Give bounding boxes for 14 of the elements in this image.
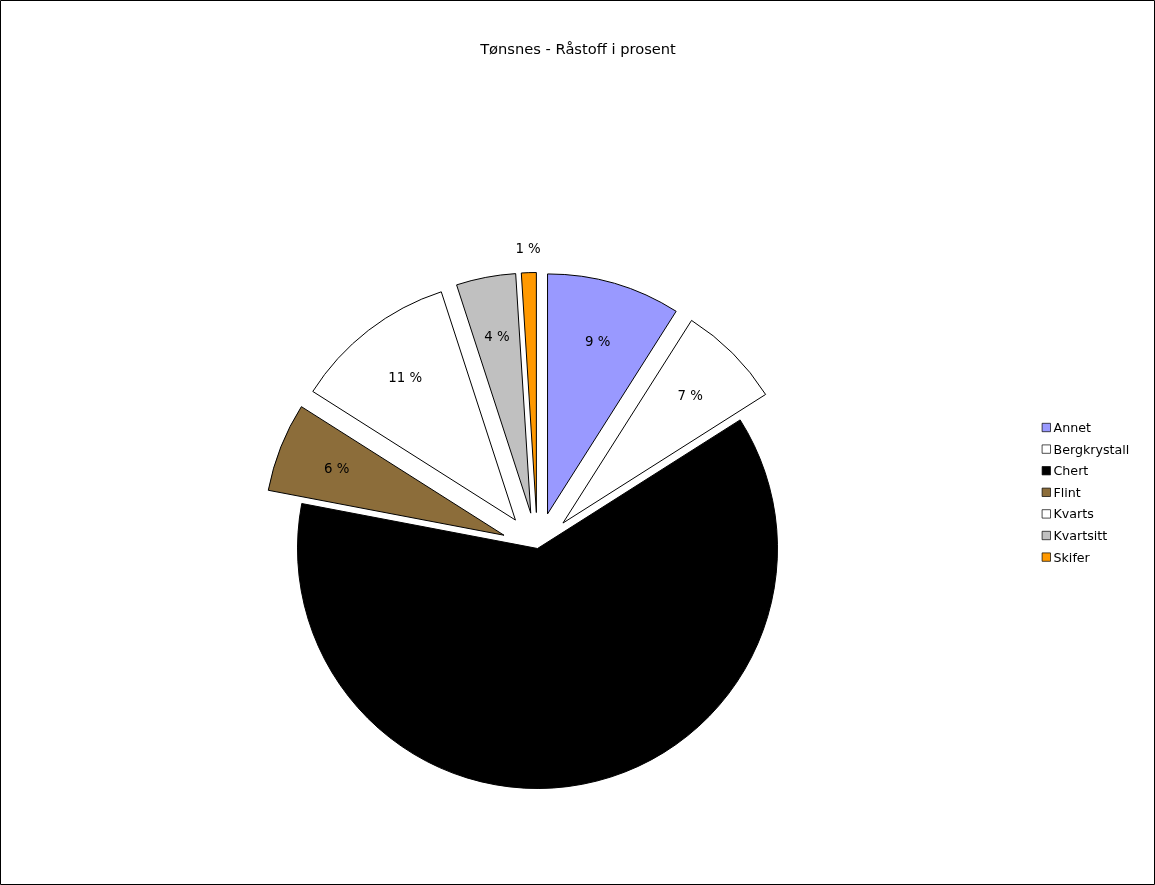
chart-title: Tønsnes - Råstoff i prosent [479,40,677,57]
data-label: 6 % [323,461,350,477]
data-label: 7 % [677,388,703,404]
legend-label: Annet [1053,420,1091,435]
data-label: 11 % [388,370,423,386]
data-label: 4 % [484,328,510,344]
legend-label: Skifer [1053,549,1091,565]
data-label: 1 % [515,241,541,257]
data-label: 9 % [585,333,611,349]
legend-label: Kvartsitt [1053,528,1108,543]
legend-label: Kvarts [1053,506,1094,522]
legend-label: Chert [1053,463,1089,479]
legend-label: Bergkrystall [1053,441,1130,457]
legend-label: Flint [1053,484,1081,500]
